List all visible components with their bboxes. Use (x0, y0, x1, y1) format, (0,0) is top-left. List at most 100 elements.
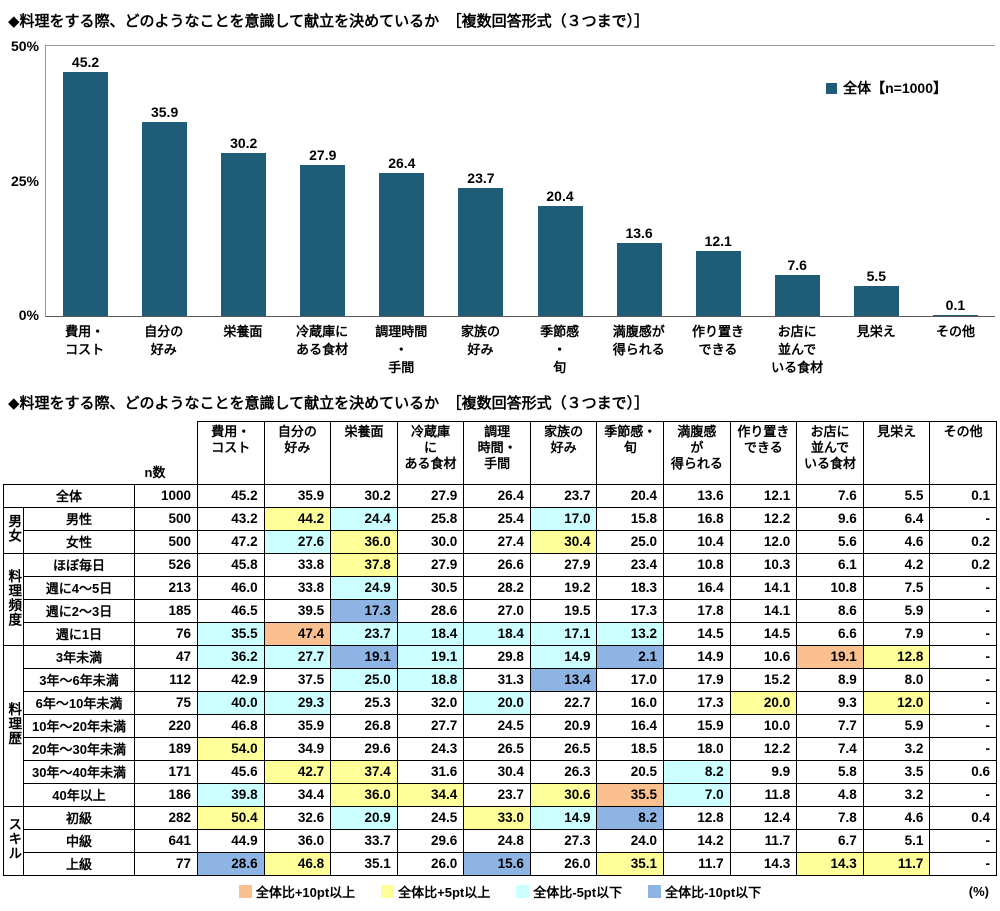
value-cell: 35.9 (263, 483, 332, 508)
value-cell: - (929, 782, 997, 807)
value-cell: 30.4 (463, 759, 531, 784)
value-cell: 10.6 (729, 644, 798, 669)
value-cell: 11.7 (663, 851, 731, 876)
legend-color-swatch-icon (381, 885, 395, 899)
value-cell: 42.9 (197, 667, 265, 692)
value-cell: 27.9 (529, 552, 598, 577)
value-cell: 20.0 (463, 690, 531, 715)
value-cell: 14.9 (529, 805, 598, 830)
n-value: 641 (134, 828, 198, 853)
legend-item-label: 全体比-5pt以下 (533, 885, 623, 901)
legend-item: 全体比-5pt以下 (516, 882, 622, 901)
value-cell: 14.3 (729, 851, 798, 876)
value-cell: 19.1 (396, 644, 465, 669)
table-row: 6年〜10年未満 75 40.0 29.3 25.3 32.0 20.0 22.7 16.0 17… (4, 690, 997, 715)
table-row: スキル 初級 282 50.4 32.6 20.9 24.5 33.0 14.9 8.2 12.8 1… (3, 805, 997, 876)
value-cell: 19.1 (330, 644, 398, 669)
bar-value-label: 27.9 (309, 147, 337, 163)
row-label: 10年〜20年未満 (23, 713, 135, 738)
value-cell: 19.2 (529, 575, 598, 600)
row-label: 週に2〜3日 (23, 598, 135, 623)
table-color-legend: 全体比+10pt以上 全体比+5pt以上 全体比-5pt以下 全体比-10pt以下 (%… (3, 883, 997, 901)
value-cell: 5.1 (862, 828, 931, 853)
n-value: 213 (134, 575, 198, 600)
value-cell: 20.5 (596, 759, 665, 784)
value-cell: 24.4 (330, 506, 398, 531)
value-cell: 23.7 (529, 483, 598, 508)
value-cell: 29.3 (263, 690, 332, 715)
value-cell: 47.2 (197, 529, 265, 554)
value-cell: 17.3 (330, 598, 398, 623)
value-cell: 35.9 (263, 713, 332, 738)
value-cell: 18.3 (596, 575, 665, 600)
legend-color-swatch-icon (648, 885, 662, 899)
table-row: 30年〜40年未満 171 45.6 42.7 37.4 31.6 30.4 26.3 20.5… (4, 759, 997, 784)
value-cell: 0.2 (929, 552, 997, 577)
bar-value-label: 7.6 (787, 257, 807, 273)
value-cell: 27.6 (263, 529, 332, 554)
value-cell: 54.0 (197, 736, 265, 761)
legend-item: 全体比+10pt以上 (238, 882, 355, 901)
value-cell: 25.8 (396, 506, 465, 531)
table-row: 料理歴 3年未満 47 36.2 27.7 19.1 19.1 29.8 14.9 2.1 14.9… (3, 644, 997, 807)
value-cell: 14.5 (663, 621, 731, 646)
bar-value-label: 45.2 (71, 54, 100, 70)
percent-unit-note: (%) (968, 883, 989, 899)
value-cell: 24.8 (463, 828, 531, 853)
value-cell: 20.9 (529, 713, 598, 738)
value-cell: 30.0 (396, 529, 465, 554)
value-cell: 9.3 (796, 690, 864, 715)
value-cell: 27.9 (396, 552, 465, 577)
legend-item-label: 全体比+5pt以上 (398, 885, 491, 901)
value-cell: 27.7 (396, 713, 465, 738)
value-cell: 43.2 (197, 506, 265, 531)
value-cell: 8.9 (796, 667, 864, 692)
value-cell: 31.3 (463, 667, 531, 692)
value-cell: 45.2 (197, 483, 265, 508)
value-cell: 24.5 (396, 805, 465, 830)
value-cell: 47.4 (263, 621, 332, 646)
chart-legend-label: 全体【n=1000】 (843, 80, 947, 96)
value-cell: 22.7 (529, 690, 598, 715)
value-cell: 17.3 (596, 598, 665, 623)
bar-chart: 50% 25% 0% 全体【n=1000】 45.2 35.9 30.2 27.9 26… (11, 39, 995, 378)
value-cell: 12.0 (729, 529, 798, 554)
value-cell: 0.2 (929, 529, 997, 554)
bar-slot: 35.9 (125, 46, 204, 316)
value-cell: 20.0 (729, 690, 798, 715)
value-cell: 12.4 (729, 805, 798, 830)
value-cell: - (929, 598, 997, 623)
value-cell: 12.2 (729, 506, 798, 531)
bar-slot: 20.4 (520, 46, 599, 316)
value-cell: 25.3 (330, 690, 398, 715)
row-label: 3年〜6年未満 (23, 667, 135, 692)
series-swatch-icon (826, 82, 838, 94)
value-cell: 7.9 (862, 621, 931, 646)
column-header: 満腹感 が 得られる (663, 420, 731, 485)
category-label: 季節感 ・ 旬 (540, 324, 580, 376)
value-cell: 29.6 (396, 828, 465, 853)
value-cell: 0.6 (929, 759, 997, 784)
value-cell: 15.9 (663, 713, 731, 738)
value-cell: - (929, 667, 997, 692)
row-label: 中級 (23, 828, 135, 853)
value-cell: 17.9 (663, 667, 731, 692)
column-header: 作り置き できる (729, 420, 798, 485)
table-row: 40年以上 186 39.8 34.4 36.0 34.4 23.7 30.6 35.5 7.0 1… (4, 782, 997, 807)
table-row: 料理頻度 ほぼ毎日 526 45.8 33.8 37.8 27.9 26.6 27.9 23.4 1… (3, 552, 997, 646)
table-row: 週に2〜3日 185 46.5 39.5 17.3 28.6 27.0 19.5 17.3 17.… (4, 598, 997, 623)
value-cell: 20.4 (596, 483, 665, 508)
value-cell: 40.0 (197, 690, 265, 715)
value-cell: 7.6 (796, 483, 864, 508)
value-cell: 26.8 (330, 713, 398, 738)
n-value: 76 (134, 621, 198, 646)
bar-value-label: 30.2 (230, 135, 258, 151)
chart-title: ◆料理をする際、どのようなことを意識して献立を決めているか ［複数回答形式（３つ… (8, 13, 650, 30)
value-cell: 14.5 (729, 621, 798, 646)
y-axis-tick-50: 50% (10, 38, 39, 54)
value-cell: 23.7 (463, 782, 531, 807)
bar-slot: 7.6 (758, 46, 837, 316)
category-label: 自分の 好み (144, 324, 184, 358)
row-group-label: 料理頻度 (3, 552, 24, 646)
row-group-label-text: 料理歴 (6, 702, 22, 746)
